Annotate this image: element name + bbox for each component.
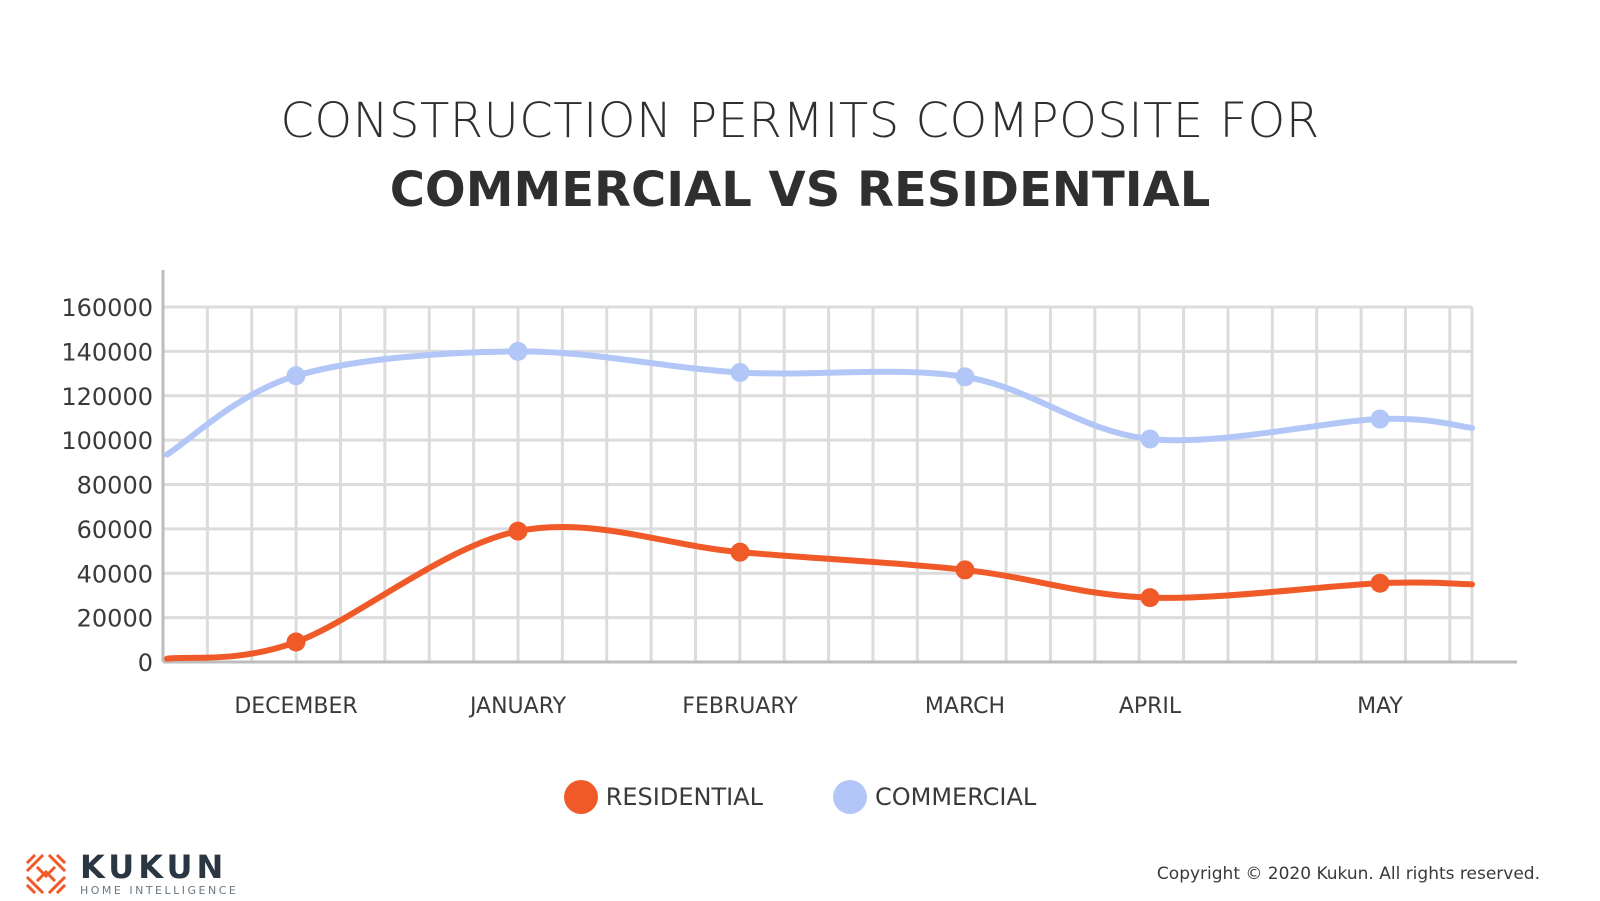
chart-title-line2: COMMERCIAL VS RESIDENTIAL [389, 162, 1211, 218]
x-tick-label: MARCH [925, 694, 1005, 719]
data-point-residential [1370, 573, 1390, 593]
grid-lines [163, 305, 1474, 662]
legend-swatch-commercial [832, 780, 867, 814]
x-tick-label: DECEMBER [234, 694, 357, 719]
data-point-residential [508, 521, 528, 541]
legend-item-commercial: COMMERCIAL [832, 780, 1037, 814]
legend-item-residential: RESIDENTIAL [563, 780, 763, 814]
y-tick-label: 80000 [77, 472, 153, 500]
y-tick-label: 60000 [77, 516, 153, 544]
chart-title: CONSTRUCTION PERMITS COMPOSITE FOR COMME… [0, 88, 1600, 226]
data-point-commercial [730, 362, 750, 382]
copyright-text: Copyright © 2020 Kukun. All rights reser… [1156, 864, 1540, 884]
y-tick-label: 120000 [61, 383, 153, 411]
legend-label-residential: RESIDENTIAL [605, 783, 763, 811]
chart-title-line1: CONSTRUCTION PERMITS COMPOSITE FOR [280, 93, 1320, 149]
data-point-commercial [508, 341, 528, 361]
y-tick-label: 0 [138, 649, 153, 677]
brand-logo: KUKUN HOME INTELLIGENCE [26, 850, 238, 898]
data-point-commercial [1140, 429, 1160, 449]
legend-label-commercial: COMMERCIAL [874, 783, 1037, 811]
data-point-residential [955, 560, 975, 580]
x-tick-label: FEBRUARY [682, 694, 798, 719]
legend-swatch-residential [563, 780, 598, 814]
data-point-commercial [286, 366, 306, 386]
x-tick-label: APRIL [1119, 694, 1182, 719]
x-tick-label: JANUARY [468, 694, 567, 719]
y-tick-label: 140000 [61, 338, 153, 366]
y-tick-label: 160000 [61, 294, 153, 322]
y-tick-label: 20000 [77, 605, 153, 633]
kukun-logo-icon [26, 854, 66, 894]
y-tick-label: 40000 [77, 560, 153, 588]
brand-name: KUKUN [80, 848, 228, 886]
x-tick-label: MAY [1357, 694, 1403, 719]
data-point-residential [730, 542, 750, 562]
data-point-residential [1140, 588, 1160, 608]
data-point-residential [286, 632, 306, 652]
series-line-residential [164, 523, 1475, 662]
brand-tagline: HOME INTELLIGENCE [80, 884, 239, 897]
data-point-commercial [1370, 409, 1390, 429]
data-point-commercial [955, 367, 975, 387]
series-line-commercial [164, 348, 1475, 458]
chart-legend: RESIDENTIAL COMMERCIAL [0, 780, 1600, 814]
y-tick-label: 100000 [61, 427, 153, 455]
